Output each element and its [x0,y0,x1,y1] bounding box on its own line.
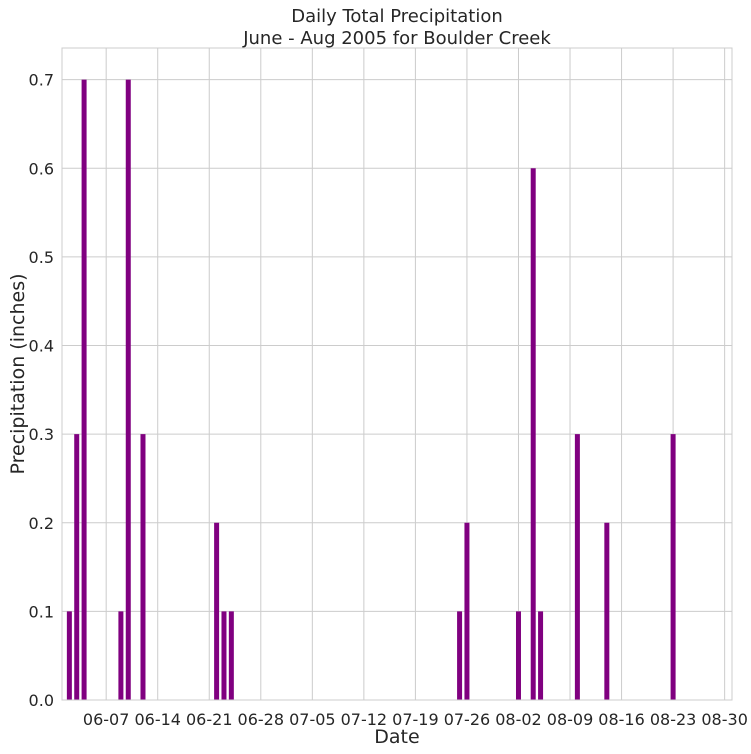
y-tick-label: 0.2 [29,514,54,533]
precipitation-bar [228,611,234,700]
precipitation-bar [530,168,536,700]
precipitation-bar [140,434,146,700]
y-tick-label: 0.1 [29,602,54,621]
x-axis-label: Date [374,726,419,748]
x-tick-label: 08-23 [650,710,697,729]
bars [66,79,676,701]
y-tick-label: 0.0 [29,691,54,710]
chart-title-line-1: Daily Total Precipitation [291,6,503,27]
plot-frame [61,47,733,701]
chart-title-line-2: June - Aug 2005 for Boulder Creek [242,28,551,49]
precipitation-bar [221,611,227,700]
precipitation-bar [74,434,80,700]
y-tick-label: 0.5 [29,248,54,267]
x-tick-label: 07-05 [289,710,336,729]
x-tick-label: 07-26 [444,710,491,729]
precipitation-bar [515,611,521,700]
x-tick-label: 08-16 [598,710,645,729]
precipitation-bar [118,611,124,700]
y-tick-label: 0.3 [29,425,54,444]
precipitation-bar [538,611,544,700]
precipitation-bar [66,611,72,700]
y-axis-label: Precipitation (inches) [7,273,29,474]
x-tick-label: 07-12 [341,710,388,729]
x-tick-label: 06-21 [186,710,233,729]
precipitation-bar [81,79,87,701]
x-tick-label: 06-14 [134,710,181,729]
precipitation-bar [464,522,470,700]
y-tick-label: 0.6 [29,159,54,178]
y-tick-label: 0.7 [29,71,54,90]
y-tick-label: 0.4 [29,337,54,356]
x-tick-label: 06-28 [238,710,285,729]
precipitation-bar [604,522,610,700]
precipitation-bar [125,79,131,701]
grid [62,48,732,701]
x-tick-label: 08-09 [547,710,594,729]
precipitation-bar [457,611,463,700]
x-tick-label: 06-07 [83,710,130,729]
x-tick-label: 08-30 [701,710,748,729]
x-tick-labels: 06-07 06-14 06-21 06-28 07-05 07-12 07-19 07-26… [83,710,748,729]
precipitation-bar [214,522,220,700]
x-tick-label: 08-02 [495,710,542,729]
x-tick-label: 07-19 [392,710,439,729]
precipitation-bar [574,434,580,700]
y-tick-labels: 0.0 0.1 0.2 0.3 0.4 0.5 0.6 0.7 [29,71,54,710]
precipitation-bar [670,434,676,700]
